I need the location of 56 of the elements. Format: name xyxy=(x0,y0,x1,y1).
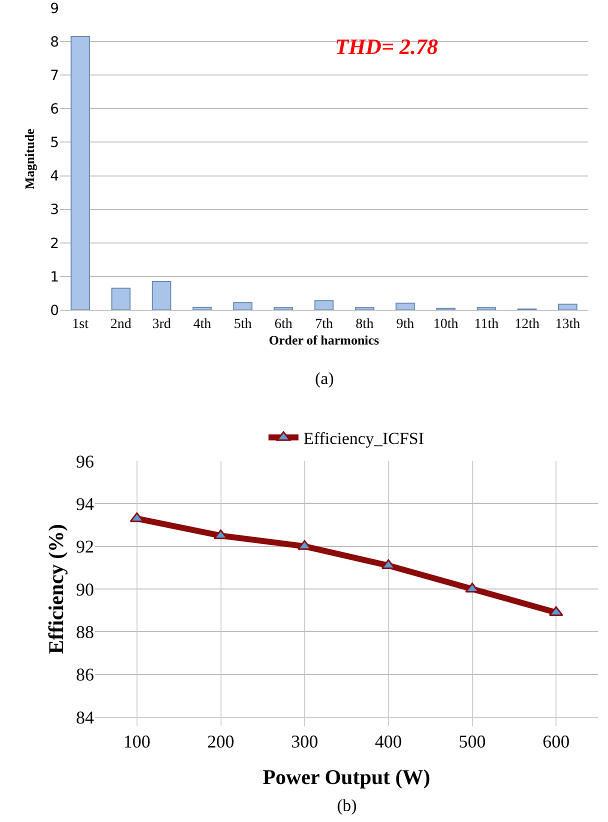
bar xyxy=(476,307,496,310)
x-tick-label: 6th xyxy=(274,316,292,332)
y-tick-label: 8 xyxy=(50,34,59,50)
y-tick-label: 4 xyxy=(50,168,60,185)
y-tick-label: 90 xyxy=(76,579,94,600)
x-axis-title: Power Output (W) xyxy=(262,764,430,789)
y-tick-label: 94 xyxy=(76,494,94,514)
x-tick-label: 300 xyxy=(291,732,318,752)
x-tick-label: 7th xyxy=(315,316,333,332)
y-tick-label: 0 xyxy=(50,302,59,319)
y-tick-label: 88 xyxy=(76,622,94,642)
bar xyxy=(274,307,294,310)
y-axis-title: Efficiency (%) xyxy=(44,524,68,654)
x-tick-label: 1st xyxy=(72,316,89,332)
x-tick-label: 100 xyxy=(123,732,150,752)
x-tick-label: 12th xyxy=(514,316,540,332)
bar xyxy=(558,304,578,310)
y-tick-label: 84 xyxy=(76,707,94,728)
y-tick-label: 96 xyxy=(76,451,94,472)
x-tick-label: 13th xyxy=(555,316,580,332)
x-tick-label: 11th xyxy=(474,316,499,332)
bar xyxy=(70,36,90,310)
y-tick-label: 1 xyxy=(50,269,59,286)
bar xyxy=(111,288,131,310)
y-tick-label: 2 xyxy=(50,236,59,252)
x-tick-label: 2nd xyxy=(110,316,132,332)
x-tick-label: 9th xyxy=(396,316,414,332)
bar xyxy=(396,302,415,310)
legend-label: Efficiency_ICFSI xyxy=(304,429,424,448)
annotation: THD= 2.78 xyxy=(335,34,438,59)
x-tick-label: 8th xyxy=(356,316,374,332)
y-tick-label: 7 xyxy=(50,68,59,84)
bar xyxy=(314,300,334,310)
y-tick-label: 9 xyxy=(50,0,59,17)
bar xyxy=(233,302,252,310)
x-tick-label: 500 xyxy=(458,732,486,752)
text: (b) xyxy=(337,796,357,815)
y-tick-label: 5 xyxy=(50,135,59,152)
x-tick-label: 200 xyxy=(207,732,234,752)
x-tick-label: 400 xyxy=(374,732,402,752)
bar xyxy=(354,307,374,310)
y-tick-label: 3 xyxy=(50,202,59,218)
x-tick-label: 3rd xyxy=(152,316,171,332)
x-tick-label: 600 xyxy=(542,732,570,752)
x-tick-label: 5th xyxy=(234,316,252,332)
bar xyxy=(152,280,172,310)
y-axis-title: Magnitude xyxy=(22,128,38,190)
y-tick-label: 92 xyxy=(76,536,94,557)
x-axis-title: Order of harmonics xyxy=(268,332,380,348)
x-tick-label: 10th xyxy=(433,316,458,332)
text: (a) xyxy=(315,369,334,388)
x-tick-label: 4th xyxy=(193,316,212,332)
bar xyxy=(192,306,212,310)
point xyxy=(214,529,228,540)
y-tick-label: 6 xyxy=(50,102,60,118)
y-tick-label: 86 xyxy=(76,664,94,685)
